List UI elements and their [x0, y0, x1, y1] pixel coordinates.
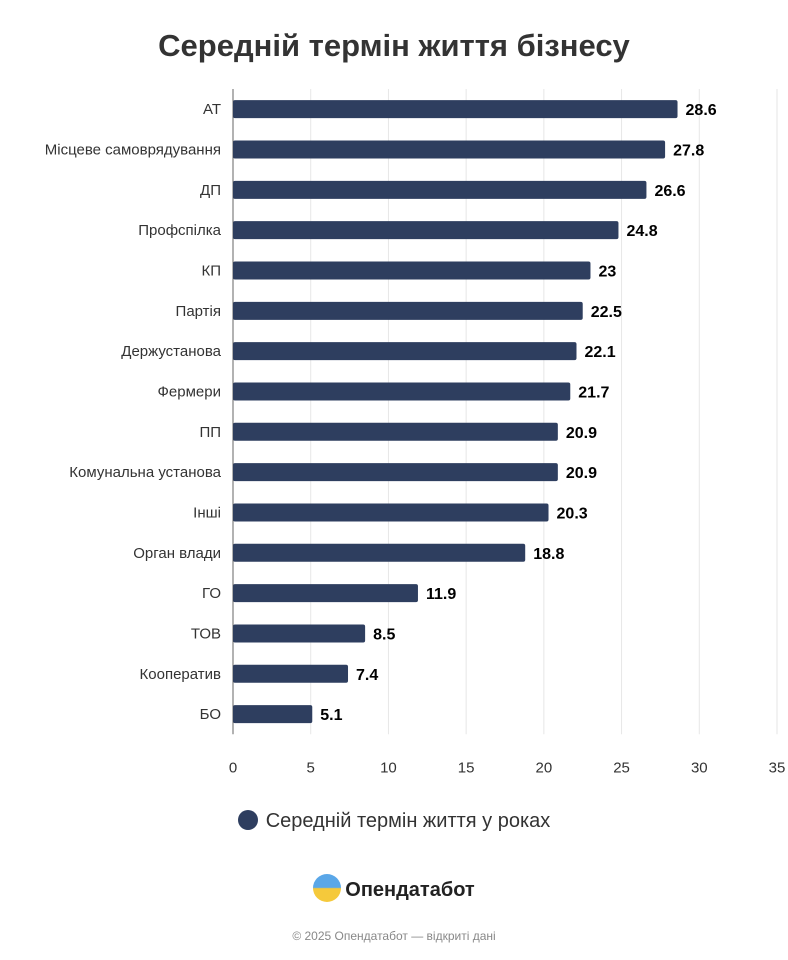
category-label: Інші: [193, 504, 221, 521]
bar: [233, 180, 647, 199]
category-label: ТОВ: [191, 625, 221, 642]
bar: [233, 422, 558, 441]
bar: [233, 342, 577, 361]
data-label: 28.6: [686, 102, 717, 119]
footer-copyright: © 2025 Опендатабот — відкриті дані: [292, 929, 496, 943]
category-label: ГО: [202, 585, 221, 602]
data-label: 24.8: [626, 223, 657, 240]
category-label: Фермери: [158, 383, 221, 400]
x-tick-label: 35: [769, 759, 786, 776]
category-label: Профспілка: [138, 222, 221, 239]
x-tick-label: 25: [613, 759, 630, 776]
data-label: 22.1: [584, 344, 615, 361]
bar: [233, 221, 619, 240]
category-label: Місцеве самоврядування: [45, 141, 221, 158]
data-label: 20.3: [557, 505, 588, 522]
x-tick-label: 20: [536, 759, 553, 776]
data-label: 22.5: [591, 304, 622, 321]
x-tick-label: 15: [458, 759, 475, 776]
category-label: АТ: [203, 101, 221, 118]
legend-marker: [237, 810, 258, 830]
legend-label[interactable]: Середній термін життя у роках: [265, 810, 551, 832]
category-label: БО: [200, 706, 221, 723]
bar: [233, 100, 678, 119]
bar: [233, 261, 591, 280]
brand: Опендатабот: [0, 874, 788, 902]
bar: [233, 503, 549, 522]
data-label: 8.5: [373, 626, 395, 643]
data-label: 7.4: [356, 667, 378, 684]
x-tick-label: 5: [307, 759, 315, 776]
data-label: 20.9: [566, 425, 597, 442]
bar: [233, 301, 583, 320]
category-label: ПП: [199, 424, 221, 441]
category-label: КП: [201, 262, 221, 279]
x-tick-label: 0: [229, 759, 237, 776]
opendatabot-logo-icon: [313, 874, 342, 902]
category-label: Орган влади: [133, 545, 221, 562]
bar-chart: 0 5 10 15 20 25 30 35 АТ 28.6 Місцеве самоврядуван…: [45, 89, 786, 776]
bar: [233, 664, 349, 683]
bar: [233, 140, 666, 159]
chart-title: Середній термін життя бізнесу: [158, 28, 630, 63]
data-label: 20.9: [566, 465, 597, 482]
bar: [233, 463, 558, 482]
data-label: 21.7: [578, 384, 609, 401]
bar: [233, 543, 526, 562]
brand-name: Опендатабот: [345, 879, 475, 901]
data-label: 11.9: [426, 586, 456, 603]
data-label: 26.6: [654, 183, 685, 200]
x-tick-label: 10: [380, 759, 397, 776]
legend: Середній термін життя у роках: [0, 810, 788, 833]
x-tick-label: 30: [691, 759, 708, 776]
data-label: 5.1: [320, 707, 342, 724]
data-label: 23: [598, 263, 616, 280]
category-label: Держустанова: [121, 343, 221, 360]
bar: [233, 382, 571, 401]
data-label: 18.8: [533, 546, 564, 563]
category-label: Партія: [176, 303, 221, 320]
bar: [233, 584, 418, 603]
bar: [233, 624, 366, 643]
category-label: Комунальна установа: [69, 464, 221, 481]
category-label: Кооператив: [140, 666, 221, 683]
bar: [233, 705, 313, 724]
category-label: ДП: [200, 182, 221, 199]
data-label: 27.8: [673, 142, 704, 159]
